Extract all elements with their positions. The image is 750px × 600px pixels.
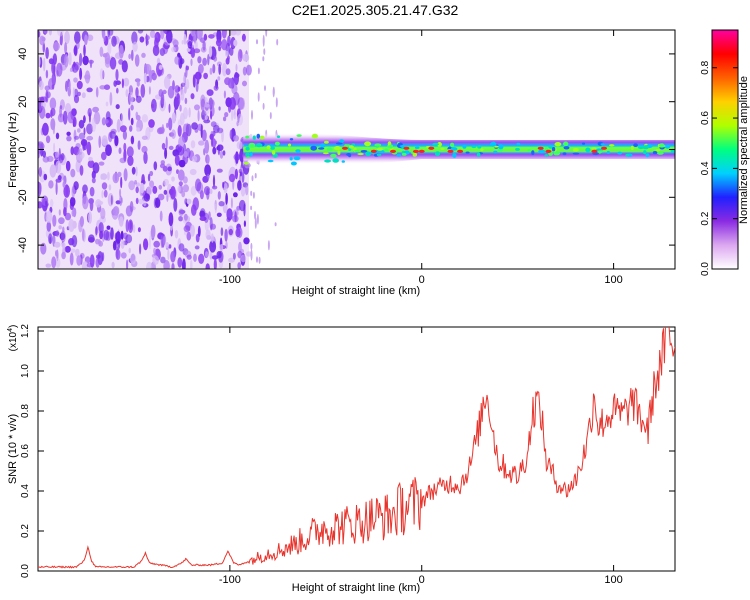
- colorbar-tick-label: 0.0: [700, 262, 711, 276]
- hot-spot: [390, 149, 396, 153]
- snr-y-tick-label: 0.8: [20, 404, 31, 418]
- colorbar-tick-label: 0.4: [700, 161, 711, 175]
- snr-y-ticks: 0.0 0.2 0.4 0.6 0.8 1.0 1.2: [20, 324, 675, 578]
- spectrogram-y-tick-label: -20: [17, 189, 29, 205]
- hot-spot: [370, 149, 377, 153]
- spectrogram-y-tick-label: 0: [17, 146, 29, 152]
- spectrogram-x-tick-label: 0: [419, 274, 425, 286]
- hot-spot: [418, 149, 425, 153]
- hot-spots: [342, 146, 607, 153]
- chart-title: C2E1.2025.305.21.47.G32: [291, 2, 459, 18]
- colorbar-label: Normalized spectral amplitude: [738, 76, 750, 224]
- colorbar-tick-label: 0.8: [700, 60, 711, 74]
- snr-series-line: [38, 327, 675, 569]
- spectrogram-y-tick-label: 20: [17, 96, 29, 108]
- spectrogram-x-ticks: -100 0 100: [219, 30, 623, 286]
- hot-spot: [413, 149, 419, 153]
- spectrogram-y-tick-label: -40: [17, 237, 29, 253]
- spectrogram-x-tick-label: -100: [219, 274, 241, 286]
- hot-spot: [545, 149, 552, 153]
- signal-band: [243, 132, 675, 166]
- snr-y-tick-label: 0.4: [20, 484, 31, 498]
- hot-spot: [403, 146, 410, 150]
- hot-spot: [601, 146, 607, 150]
- spectrogram-x-label: Height of straight line (km): [292, 285, 420, 297]
- hot-spot: [447, 149, 454, 153]
- snr-plot: -100 0 100 0.0 0.2 0.4 0.6 0.8 1.0 1.2 Height of…: [7, 324, 676, 594]
- colorbar-scale: [711, 29, 739, 270]
- colorbar: 0.0 0.2 0.4 0.6 0.8 Normalized spectral ampl…: [700, 29, 750, 276]
- hot-spot: [457, 149, 464, 153]
- snr-x-tick-label: 0: [419, 574, 425, 586]
- snr-y-tick-label: 0.2: [20, 524, 31, 538]
- hot-spot: [537, 146, 544, 150]
- snr-y-label: SNR (10 * v/v): [7, 414, 19, 484]
- snr-frame: [37, 326, 676, 572]
- spectrogram-y-label: Frequency (Hz): [7, 112, 19, 188]
- colorbar-ticks: 0.0 0.2 0.4 0.6 0.8: [700, 60, 738, 276]
- hot-spot: [342, 146, 348, 150]
- snr-y-tick-label: 1.0: [20, 364, 31, 378]
- snr-y-tick-label: 1.2: [20, 324, 31, 338]
- spectrogram-x-tick-label: 100: [604, 274, 622, 286]
- snr-x-tick-label: 100: [604, 574, 622, 586]
- snr-x-tick-label: -100: [219, 574, 241, 586]
- colorbar-tick-label: 0.6: [700, 111, 711, 125]
- snr-y-tick-label: 0.6: [20, 444, 31, 458]
- snr-x-label: Height of straight line (km): [292, 582, 420, 594]
- snr-y-tick-label: 0.0: [20, 564, 31, 578]
- spectrogram-plot: -100 0 100 -40 -20 0 20 40 Height of straight …: [7, 29, 676, 297]
- hot-spot: [428, 146, 435, 150]
- noise-region: [38, 30, 279, 269]
- snr-scale-label: (x104): [7, 325, 19, 352]
- spectrogram-y-tick-label: 40: [17, 48, 29, 60]
- hot-spot: [591, 149, 598, 153]
- colorbar-tick-label: 0.2: [700, 211, 711, 225]
- snr-x-ticks: -100 0 100: [219, 327, 623, 586]
- spectrogram-y-ticks: -40 -20 0 20 40: [17, 48, 675, 253]
